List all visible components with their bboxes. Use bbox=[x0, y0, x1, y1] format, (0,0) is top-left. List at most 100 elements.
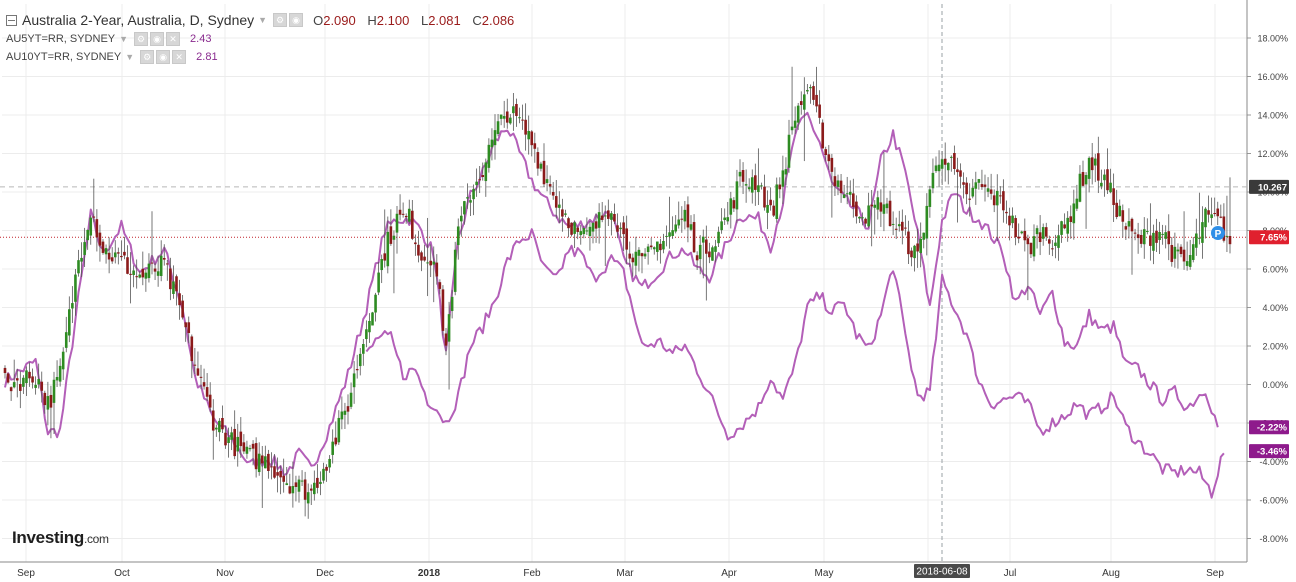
candle-body bbox=[711, 247, 714, 261]
candle-body bbox=[221, 417, 224, 430]
candle-body bbox=[175, 276, 178, 292]
indicator-remove-icon[interactable]: ✕ bbox=[166, 32, 181, 46]
candle-body bbox=[107, 252, 111, 260]
candle-body bbox=[701, 236, 705, 243]
candle-body bbox=[760, 185, 763, 187]
candle-body bbox=[453, 249, 457, 292]
y-tick-label: 6.00% bbox=[1262, 265, 1288, 275]
candle-body bbox=[162, 258, 166, 260]
candle-body bbox=[169, 268, 172, 290]
candle-body bbox=[809, 86, 812, 89]
candle-body bbox=[1155, 230, 1158, 243]
candle-body bbox=[1167, 231, 1171, 245]
candle-body bbox=[750, 177, 754, 193]
candle-body bbox=[585, 230, 589, 232]
candle-body bbox=[441, 289, 445, 331]
candle-body bbox=[613, 213, 616, 222]
candle-body bbox=[380, 258, 383, 271]
candle-body bbox=[953, 152, 956, 170]
candle-body bbox=[1219, 216, 1223, 218]
candle-body bbox=[763, 186, 766, 208]
candle-body bbox=[211, 410, 215, 431]
candle-body bbox=[52, 379, 56, 403]
indicator-menu-chevron-down-icon[interactable]: ▼ bbox=[125, 52, 135, 62]
candle-body bbox=[208, 394, 212, 408]
candle-body bbox=[196, 368, 200, 376]
candle-body bbox=[1051, 248, 1054, 250]
indicator-settings-icon[interactable]: ⚙ bbox=[134, 32, 149, 46]
series-settings-icon[interactable]: ⚙ bbox=[273, 13, 288, 27]
candle-body bbox=[885, 203, 889, 209]
candle-body bbox=[187, 322, 191, 334]
candle-body bbox=[239, 431, 243, 447]
candle-body bbox=[1054, 242, 1057, 247]
series-visibility-icon[interactable]: ◉ bbox=[289, 13, 304, 27]
candle-body bbox=[1121, 210, 1125, 222]
candle-body bbox=[74, 274, 77, 302]
candle-body bbox=[215, 427, 218, 430]
price-label-text: -2.22% bbox=[1257, 423, 1288, 434]
ohlc-close-value: 2.086 bbox=[481, 12, 515, 28]
candle-body bbox=[377, 272, 380, 293]
indicator-menu-chevron-down-icon[interactable]: ▼ bbox=[119, 34, 129, 44]
candle-body bbox=[708, 251, 711, 258]
indicator-visibility-icon[interactable]: ◉ bbox=[156, 50, 171, 64]
candle-body bbox=[257, 453, 261, 473]
candle-body bbox=[904, 227, 907, 229]
candle-body bbox=[294, 482, 298, 487]
candle-body bbox=[1063, 224, 1066, 229]
candle-body bbox=[1097, 153, 1100, 181]
candle-body bbox=[943, 158, 947, 165]
candle-body bbox=[472, 188, 475, 200]
candle-body bbox=[337, 417, 341, 443]
candle-body bbox=[218, 420, 221, 433]
candle-body bbox=[1139, 235, 1143, 244]
candle-body bbox=[423, 256, 426, 261]
candle-body bbox=[493, 130, 497, 146]
candle-body bbox=[897, 224, 901, 227]
candle-body bbox=[640, 253, 644, 257]
candle-body bbox=[135, 276, 138, 278]
candle-body bbox=[120, 255, 123, 258]
candle-body bbox=[622, 222, 625, 235]
indicator-remove-icon[interactable]: ✕ bbox=[172, 50, 187, 64]
candle-body bbox=[888, 200, 892, 226]
y-tick-label: 16.00% bbox=[1257, 72, 1288, 82]
candle-body bbox=[1023, 230, 1027, 241]
candle-body bbox=[600, 215, 604, 220]
candle-body bbox=[793, 120, 797, 128]
candle-body bbox=[698, 244, 702, 260]
collapse-legend-icon[interactable] bbox=[6, 14, 17, 26]
candle-body bbox=[674, 224, 677, 232]
candle-body bbox=[561, 209, 564, 217]
indicator-settings-icon[interactable]: ⚙ bbox=[140, 50, 155, 64]
candle-body bbox=[1008, 215, 1011, 226]
candle-body bbox=[1164, 232, 1167, 239]
candle-body bbox=[689, 224, 693, 230]
candle-body bbox=[181, 300, 184, 318]
candle-body bbox=[450, 296, 454, 311]
candle-body bbox=[77, 260, 80, 274]
logo-suffix: .com bbox=[83, 532, 109, 546]
candle-body bbox=[545, 179, 549, 183]
y-tick-label: 18.00% bbox=[1257, 34, 1288, 44]
candle-body bbox=[386, 231, 390, 267]
candle-body bbox=[1100, 182, 1103, 187]
candle-body bbox=[1026, 238, 1030, 245]
candle-body bbox=[705, 239, 708, 254]
candle-body bbox=[43, 392, 47, 406]
candle-body bbox=[227, 437, 230, 444]
series-menu-chevron-down-icon[interactable]: ▼ bbox=[258, 15, 268, 25]
candle-body bbox=[852, 193, 855, 207]
candle-body bbox=[444, 333, 448, 346]
indicator-visibility-icon[interactable]: ◉ bbox=[150, 32, 165, 46]
candle-body bbox=[848, 191, 852, 195]
ohlc-low-key: L bbox=[420, 12, 429, 28]
candle-body bbox=[1207, 210, 1210, 215]
price-label-text: 10.267 bbox=[1258, 182, 1287, 193]
candle-body bbox=[460, 215, 463, 222]
candle-body bbox=[1152, 232, 1155, 251]
candle-body bbox=[389, 226, 393, 244]
